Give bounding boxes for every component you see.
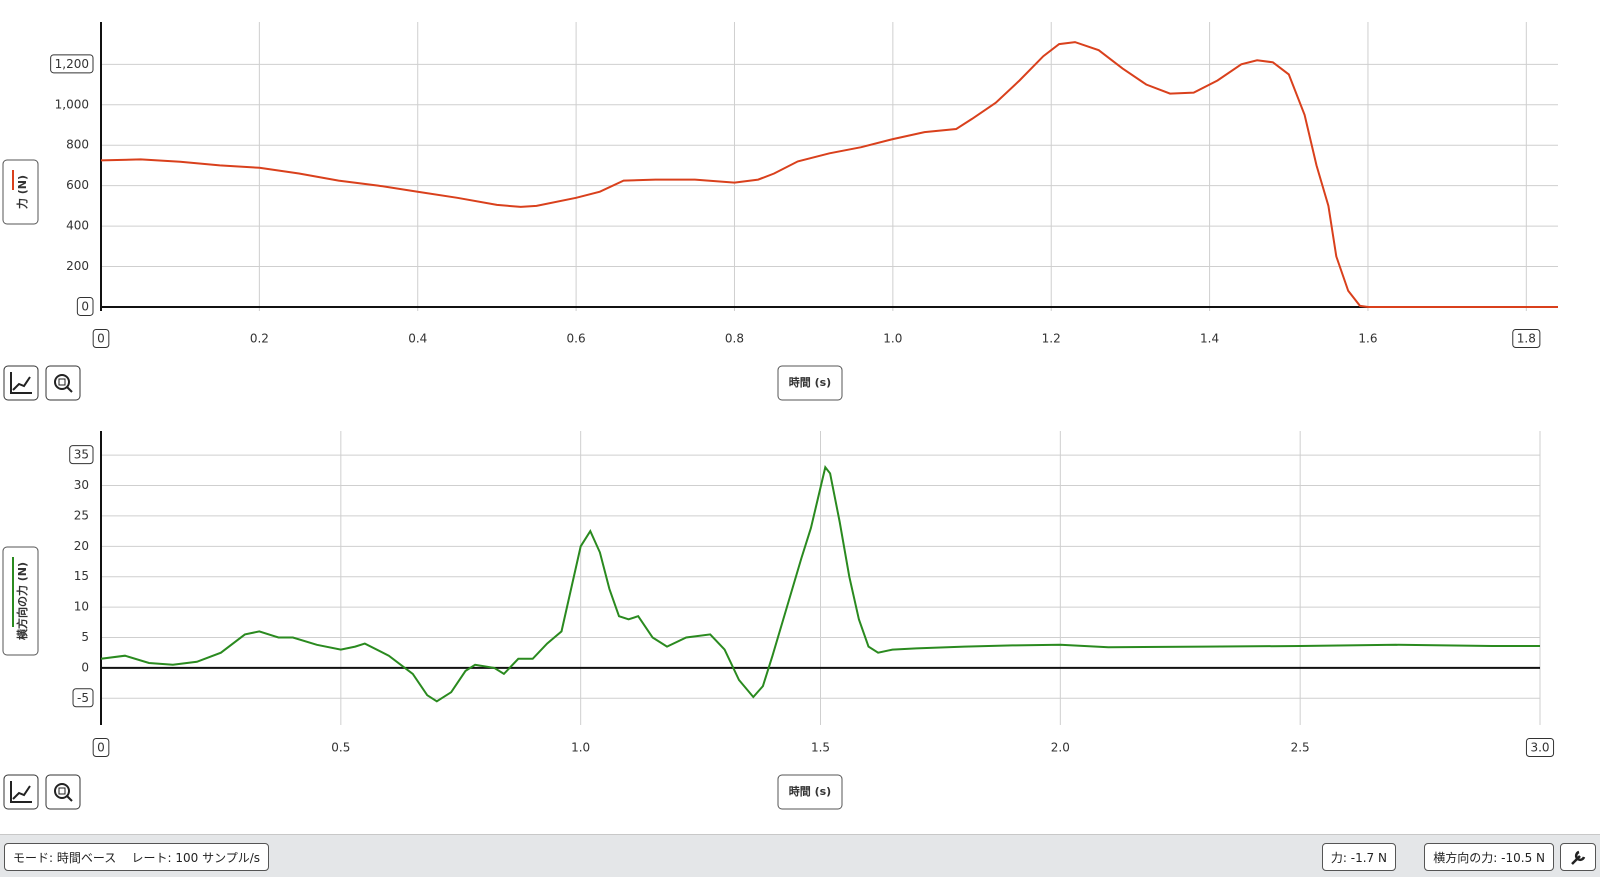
zoom-button[interactable] xyxy=(45,774,81,810)
lateral-reading[interactable]: 横方向の力: -10.5 N xyxy=(1424,843,1554,871)
y-axis-label[interactable]: 力 (N) xyxy=(2,159,39,225)
tick-box xyxy=(92,738,110,757)
y-tick-label: 200 xyxy=(66,259,89,273)
chart-tool-button[interactable] xyxy=(3,365,39,401)
tick-box xyxy=(1512,329,1541,348)
x-tick-label: 1.8 xyxy=(1517,332,1536,346)
y-axis-title: 力 (N) xyxy=(15,175,29,209)
y-tick-label: 15 xyxy=(74,569,89,583)
tick-box xyxy=(72,688,94,708)
x-tick-label: 0.4 xyxy=(408,332,427,346)
label-box xyxy=(2,159,39,225)
wrench-icon xyxy=(1571,850,1586,865)
x-axis-title: 時間 (s) xyxy=(789,784,831,798)
status-bar: モード: 時間ベース レート: 100 サンプル/s 力: -1.7 N 横方向… xyxy=(0,834,1600,877)
y-tick-label: 5 xyxy=(81,630,89,644)
x-axis-title: 時間 (s) xyxy=(789,375,831,389)
tick-box xyxy=(76,296,94,316)
force-reading[interactable]: 力: -1.7 N xyxy=(1321,843,1396,871)
x-tick-label: 2.0 xyxy=(1051,741,1070,755)
x-tick-label: 0.5 xyxy=(331,741,350,755)
y-tick-label: 10 xyxy=(74,600,89,614)
x-tick-label: 1.0 xyxy=(571,741,590,755)
tick-box xyxy=(69,445,94,465)
x-tick-label: 0 xyxy=(97,741,105,755)
label-box xyxy=(777,365,843,401)
y-tick-label: 1,000 xyxy=(55,97,89,111)
data-line xyxy=(100,465,1540,703)
y-tick-label: 20 xyxy=(74,539,89,553)
tick-box xyxy=(1525,738,1555,757)
y-axis-title: 横方向の力 (N) xyxy=(15,562,29,640)
x-tick-label: 0.2 xyxy=(250,332,269,346)
y-tick-label: 35 xyxy=(74,448,89,462)
y-tick-label: 600 xyxy=(66,178,89,192)
data-line xyxy=(100,41,1558,308)
x-tick-label: 1.2 xyxy=(1042,332,1061,346)
label-box xyxy=(777,774,843,810)
x-tick-label: 3.0 xyxy=(1530,741,1549,755)
label-box xyxy=(2,546,39,656)
x-tick-label: 2.5 xyxy=(1291,741,1310,755)
x-tick-label: 0 xyxy=(97,332,105,346)
y-tick-label: 25 xyxy=(74,508,89,522)
y-axis-label[interactable]: 横方向の力 (N) xyxy=(2,546,39,656)
y-tick-label: 30 xyxy=(74,478,89,492)
y-tick-label: 1,200 xyxy=(55,57,89,71)
x-tick-label: 1.0 xyxy=(883,332,902,346)
x-tick-label: 1.6 xyxy=(1358,332,1377,346)
x-tick-label: 0.8 xyxy=(725,332,744,346)
x-axis-label[interactable]: 時間 (s) xyxy=(777,365,843,401)
rate: レート: 100 サンプル/s xyxy=(131,851,261,865)
tick-box xyxy=(50,54,94,74)
mode: モード: 時間ベース xyxy=(13,851,117,865)
x-tick-label: 0.6 xyxy=(567,332,586,346)
y-tick-label: 0 xyxy=(81,299,89,313)
y-tick-label: 0 xyxy=(81,660,89,674)
y-tick-label: 400 xyxy=(66,219,89,233)
tick-box xyxy=(92,329,110,348)
x-tick-label: 1.4 xyxy=(1200,332,1219,346)
y-tick-label: 800 xyxy=(66,138,89,152)
x-tick-label: 1.5 xyxy=(811,741,830,755)
x-axis-label[interactable]: 時間 (s) xyxy=(777,774,843,810)
settings-button[interactable] xyxy=(1560,843,1596,871)
y-tick-label: -5 xyxy=(77,691,89,705)
chart-tool-button[interactable] xyxy=(3,774,39,810)
zoom-button[interactable] xyxy=(45,365,81,401)
mode-rate[interactable]: モード: 時間ベース レート: 100 サンプル/s xyxy=(4,843,270,871)
